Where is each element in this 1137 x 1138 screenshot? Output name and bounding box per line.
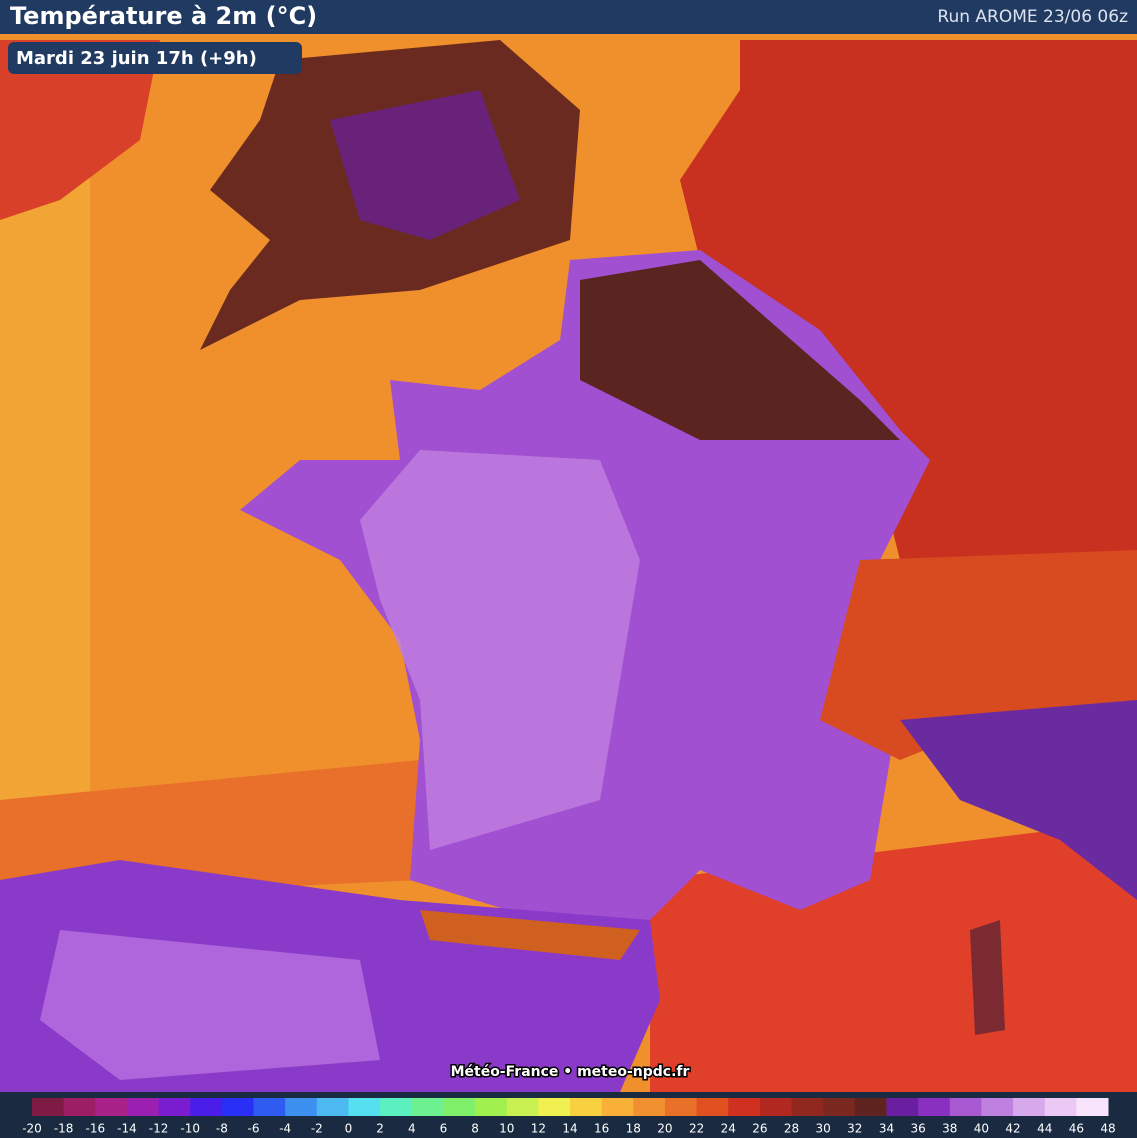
- legend-swatch: [633, 1098, 666, 1116]
- legend-swatch: [538, 1098, 571, 1116]
- legend-tick-label: 26: [752, 1122, 767, 1136]
- run-label: Run AROME 23/06 06z: [937, 7, 1128, 27]
- spain-plateau: [40, 930, 380, 1080]
- legend-swatch: [411, 1098, 444, 1116]
- legend: -20 -18 -16 -14 -12 -10 -8 -6 -4 -2 0 2 4 6 8 10 12 14 16 1…: [22, 1098, 1116, 1136]
- legend-swatch: [158, 1098, 191, 1116]
- legend-tick-label: -6: [248, 1122, 260, 1136]
- legend-swatch: [791, 1098, 824, 1116]
- legend-tick-label: 40: [974, 1122, 989, 1136]
- legend-tick-label: 44: [1037, 1122, 1052, 1136]
- legend-swatch: [253, 1098, 286, 1116]
- legend-tick-label: 4: [408, 1122, 416, 1136]
- legend-tick-label: 34: [879, 1122, 894, 1136]
- legend-swatch: [348, 1098, 381, 1116]
- britain-cool: [330, 90, 520, 240]
- legend-swatch: [126, 1098, 160, 1116]
- legend-swatch: [664, 1098, 698, 1116]
- legend-swatch: [95, 1098, 128, 1116]
- legend-tick-label: -20: [22, 1122, 42, 1136]
- legend-tick-label: 22: [689, 1122, 704, 1136]
- legend-swatch: [506, 1098, 539, 1116]
- germany: [680, 40, 1137, 560]
- legend-tick-label: 16: [594, 1122, 609, 1136]
- date-badge: [8, 42, 302, 74]
- legend-tick-label: 10: [499, 1122, 514, 1136]
- ireland: [0, 40, 160, 220]
- legend-swatch: [949, 1098, 982, 1116]
- legend-swatch: [696, 1098, 729, 1116]
- date-label: Mardi 23 juin 17h (+9h): [16, 48, 257, 69]
- legend-swatch: [570, 1098, 603, 1116]
- legend-tick-label: -4: [279, 1122, 291, 1136]
- legend-tick-label: 30: [816, 1122, 831, 1136]
- legend-swatch: [886, 1098, 919, 1116]
- legend-swatch: [475, 1098, 508, 1116]
- legend-tick-label: -18: [54, 1122, 74, 1136]
- legend-tick-label: 2: [376, 1122, 384, 1136]
- legend-swatch: [443, 1098, 476, 1116]
- legend-swatch: [63, 1098, 96, 1116]
- france-west: [360, 450, 640, 850]
- legend-tick-label: 20: [657, 1122, 672, 1136]
- legend-tick-label: 0: [345, 1122, 353, 1136]
- legend-tick-label: 18: [626, 1122, 641, 1136]
- pyrenees: [420, 910, 640, 960]
- legend-swatch: [285, 1098, 318, 1116]
- title: Température à 2m (°C): [10, 2, 317, 30]
- legend-tick-label: -10: [180, 1122, 200, 1136]
- legend-tick-label: 28: [784, 1122, 799, 1136]
- legend-tick-label: -2: [311, 1122, 323, 1136]
- legend-swatch: [221, 1098, 255, 1116]
- legend-swatch: [854, 1098, 887, 1116]
- legend-tick-label: 42: [1005, 1122, 1020, 1136]
- legend-tick-label: 12: [531, 1122, 546, 1136]
- legend-tick-label: 38: [942, 1122, 957, 1136]
- credit: Météo-France • meteo-npdc.fr: [451, 1064, 690, 1080]
- legend-swatch: [1013, 1098, 1046, 1116]
- legend-swatch: [316, 1098, 349, 1116]
- legend-swatch: [1076, 1098, 1109, 1116]
- legend-swatch: [823, 1098, 856, 1116]
- legend-swatch: [32, 1098, 65, 1116]
- legend-tick-label: 24: [721, 1122, 736, 1136]
- legend-tick-label: -12: [149, 1122, 169, 1136]
- legend-tick-label: 46: [1069, 1122, 1084, 1136]
- legend-tick-label: -8: [216, 1122, 228, 1136]
- legend-tick-label: 32: [847, 1122, 862, 1136]
- legend-swatch: [728, 1098, 761, 1116]
- legend-tick-label: -14: [117, 1122, 137, 1136]
- legend-tick-label: 6: [440, 1122, 448, 1136]
- header-bar: [0, 0, 1137, 34]
- po-valley: [900, 700, 1137, 900]
- legend-tick-label: 14: [562, 1122, 577, 1136]
- legend-swatch: [759, 1098, 793, 1116]
- legend-tick-label: -16: [85, 1122, 105, 1136]
- legend-swatch: [918, 1098, 951, 1116]
- legend-tick-label: 48: [1100, 1122, 1115, 1136]
- legend-swatch: [1044, 1098, 1077, 1116]
- legend-tick-label: 36: [910, 1122, 925, 1136]
- legend-tick-label: 8: [471, 1122, 479, 1136]
- legend-swatch: [981, 1098, 1014, 1116]
- belgium-lux: [580, 260, 900, 440]
- legend-swatch: [190, 1098, 223, 1116]
- corsica: [970, 920, 1005, 1035]
- legend-swatch: [380, 1098, 413, 1116]
- legend-swatch: [601, 1098, 634, 1116]
